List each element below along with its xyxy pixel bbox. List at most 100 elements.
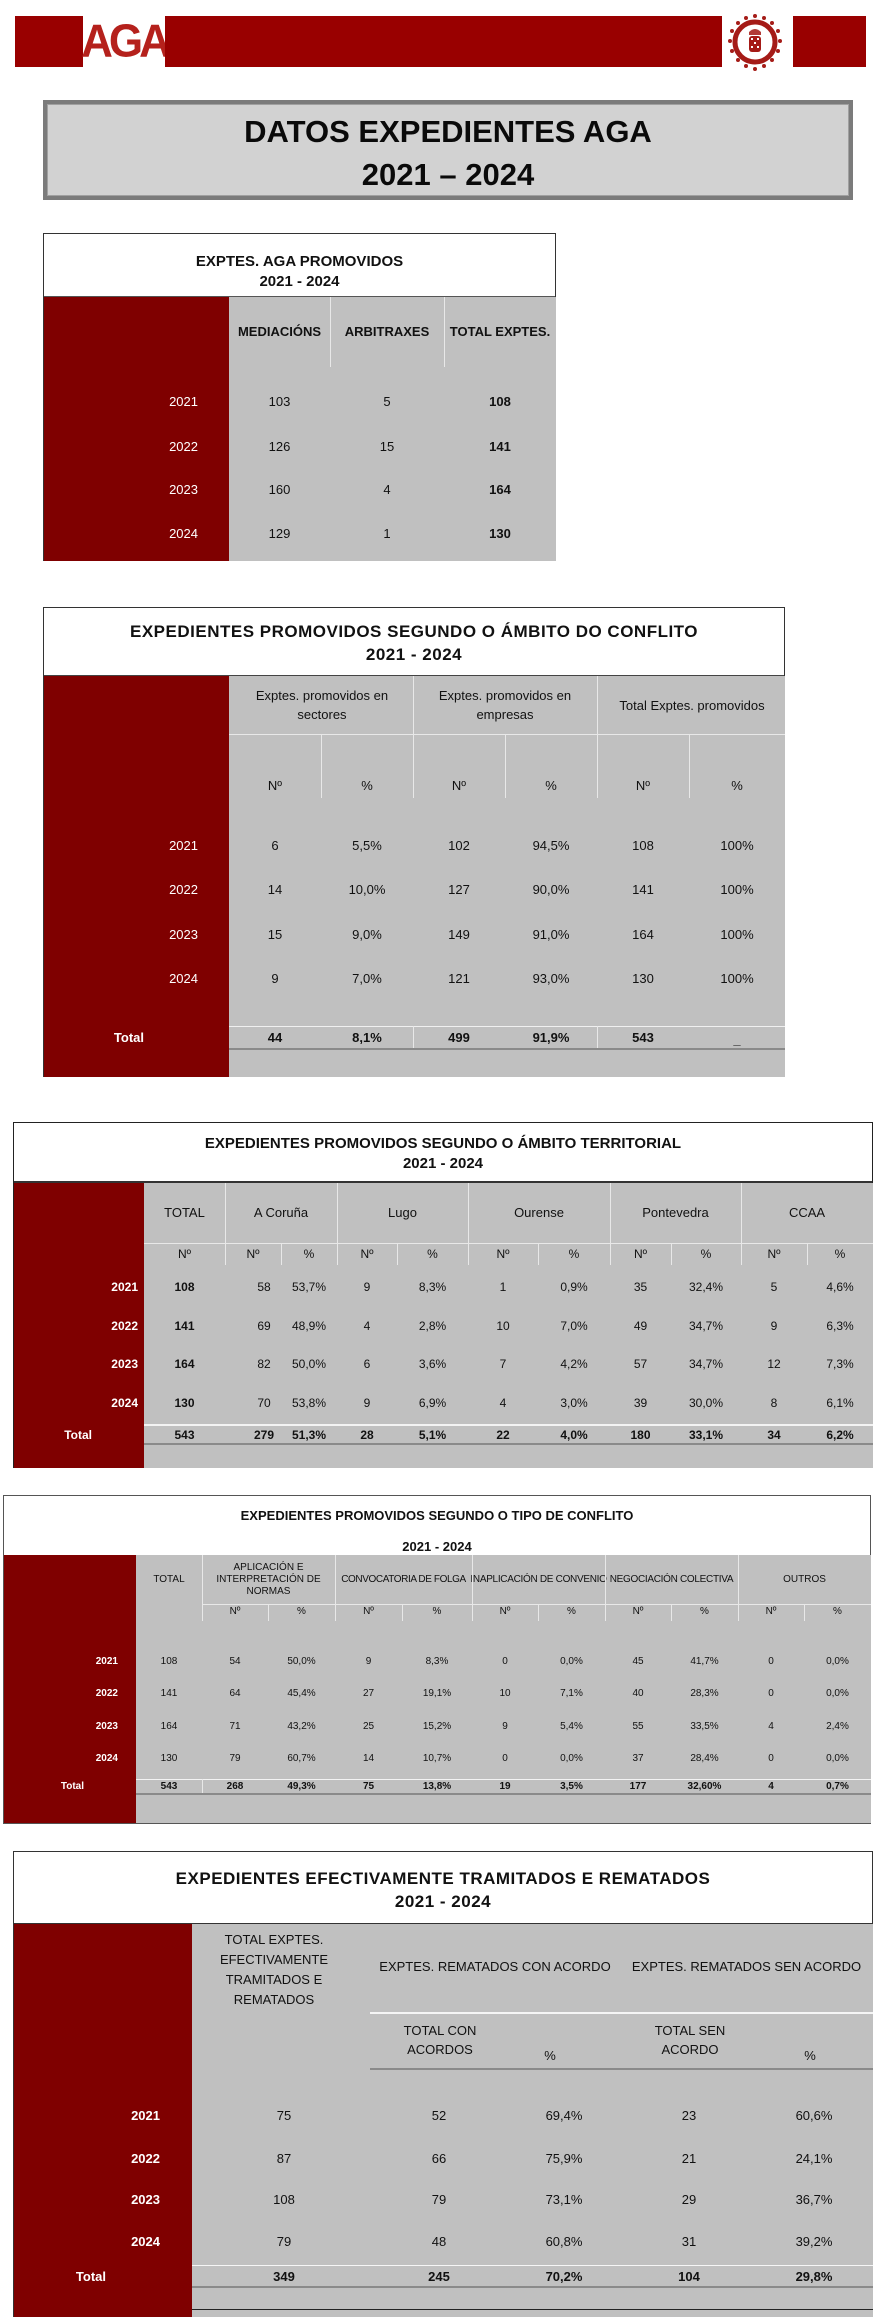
cell-value: 141 (174, 1319, 195, 1333)
cell-value: 28,4% (690, 1753, 719, 1764)
divider (413, 676, 414, 798)
cell-value: 24,1% (795, 2151, 833, 2166)
main-title-box: DATOS EXPEDIENTES AGA 2021 – 2024 (43, 100, 853, 200)
row-label-column (14, 1183, 144, 1468)
header-bar-right (793, 16, 866, 67)
table-header: EXPEDIENTES EFECTIVAMENTE TRAMITADOS E R… (14, 1852, 872, 1924)
table-tipo-conflito: EXPEDIENTES PROMOVIDOS SEGUNDO O TIPO DE… (3, 1495, 871, 1824)
subcolumn-header: % (544, 2048, 556, 2063)
cell-value: 2,8% (418, 1319, 447, 1333)
total-value: 104 (678, 2269, 700, 2284)
cell-value: 130 (160, 1753, 178, 1764)
cell-value: 0,0% (560, 1753, 583, 1764)
cell-value: 14 (267, 882, 283, 897)
total-value: 29,8% (795, 2269, 833, 2284)
divider (472, 1555, 473, 1621)
divider (136, 1793, 871, 1795)
subcolumn-header: % (834, 1247, 846, 1261)
total-value: 28 (360, 1428, 374, 1442)
cell-value: 3,6% (418, 1357, 447, 1371)
divider (281, 1243, 282, 1265)
divider (229, 1026, 785, 1027)
table-title: EXPTES. AGA PROMOVIDOS (195, 253, 404, 270)
divider (397, 1243, 398, 1265)
cell-value: 64 (229, 1688, 241, 1699)
divider (610, 1183, 611, 1265)
table-body (144, 1183, 873, 1468)
cell-value: 129 (268, 526, 291, 541)
divider (268, 1604, 269, 1621)
divider (671, 1604, 672, 1621)
cell-value: 79 (229, 1753, 241, 1764)
cell-value: 141 (632, 882, 654, 897)
column-header: MEDIACIÓNS (237, 324, 322, 339)
cell-value: 9,0% (352, 927, 382, 942)
subcolumn-header: Nº (363, 1606, 374, 1617)
cell-value: 0 (502, 1656, 508, 1667)
cell-value: 6,3% (826, 1319, 854, 1333)
divider (807, 1243, 808, 1265)
cell-value: 75,9% (545, 2151, 583, 2166)
cell-value: 103 (268, 394, 291, 409)
group-header: INAPLICACIÓN DE CONVENIO (470, 1573, 607, 1585)
cell-value: 3,0% (560, 1396, 588, 1410)
subcolumn-header: Nº (632, 1606, 644, 1617)
total-value: 543 (160, 1781, 178, 1792)
cell-value: 121 (448, 971, 470, 986)
cell-value: 9 (363, 1280, 371, 1294)
total-value: 279 (253, 1428, 275, 1442)
cell-value: 53,8% (291, 1396, 327, 1410)
cell-value: 4 (499, 1396, 507, 1410)
cell-value: 15 (379, 439, 395, 454)
cell-value: 49 (633, 1319, 648, 1333)
total-value: 44 (267, 1030, 283, 1045)
cell-value: 9 (770, 1319, 778, 1333)
cell-value: 30,0% (688, 1396, 724, 1410)
total-value: 4 (768, 1781, 774, 1792)
total-value: 32,60% (687, 1781, 722, 1792)
cell-value: 0,0% (560, 1656, 583, 1667)
subcolumn-header: TOTAL CON ACORDOS (403, 2023, 477, 2057)
cell-value: 130 (632, 971, 654, 986)
table-subtitle: 2021 - 2024 (402, 1155, 484, 1172)
divider (370, 2068, 873, 2070)
total-value: 3,5% (560, 1781, 583, 1792)
cell-value: 4,6% (826, 1280, 854, 1294)
cell-value: 130 (489, 526, 511, 541)
row-year: 2021 (95, 1656, 118, 1667)
total-value: 543 (632, 1030, 654, 1045)
cell-value: 6,1% (826, 1396, 854, 1410)
divider (804, 1604, 805, 1621)
divider (444, 297, 445, 367)
column-header: ARBITRAXES (344, 324, 430, 339)
divider (330, 297, 331, 367)
subcolumn-header: % (567, 1606, 576, 1617)
table-header: EXPEDIENTES PROMOVIDOS SEGUNDO O TIPO DE… (4, 1496, 870, 1555)
cell-value: 108 (160, 1656, 178, 1667)
row-year: 2022 (95, 1688, 118, 1699)
divider (229, 1048, 785, 1050)
divider (741, 1183, 742, 1265)
cell-value: 0 (502, 1753, 508, 1764)
cell-value: 69 (257, 1319, 271, 1333)
cell-value: 90,0% (532, 882, 570, 897)
subcolumn-header: TOTAL SEN ACORDO (654, 2023, 726, 2057)
cell-value: 70 (257, 1396, 271, 1410)
divider (144, 1243, 873, 1244)
total-value: 91,9% (532, 1030, 570, 1045)
table-ambito-conflito: EXPEDIENTES PROMOVIDOS SEGUNDO O ÁMBITO … (43, 607, 785, 1077)
table-title: EXPEDIENTES EFECTIVAMENTE TRAMITADOS E R… (175, 1869, 711, 1888)
cell-value: 164 (174, 1357, 195, 1371)
total-value: 51,3% (291, 1428, 327, 1442)
cell-value: 7,1% (560, 1688, 583, 1699)
cell-value: 87 (276, 2151, 292, 2166)
total-value: 19 (499, 1781, 511, 1792)
total-value: 268 (226, 1781, 244, 1792)
cell-value: 9 (271, 971, 279, 986)
cell-value: 48,9% (291, 1319, 327, 1333)
aga-logo-text: AGA (81, 15, 171, 68)
group-header: EXPTES. REMATADOS CON ACORDO (379, 1959, 611, 1974)
cell-value: 4,2% (560, 1357, 588, 1371)
total-value: 543 (174, 1428, 195, 1442)
cell-value: 7,3% (826, 1357, 854, 1371)
